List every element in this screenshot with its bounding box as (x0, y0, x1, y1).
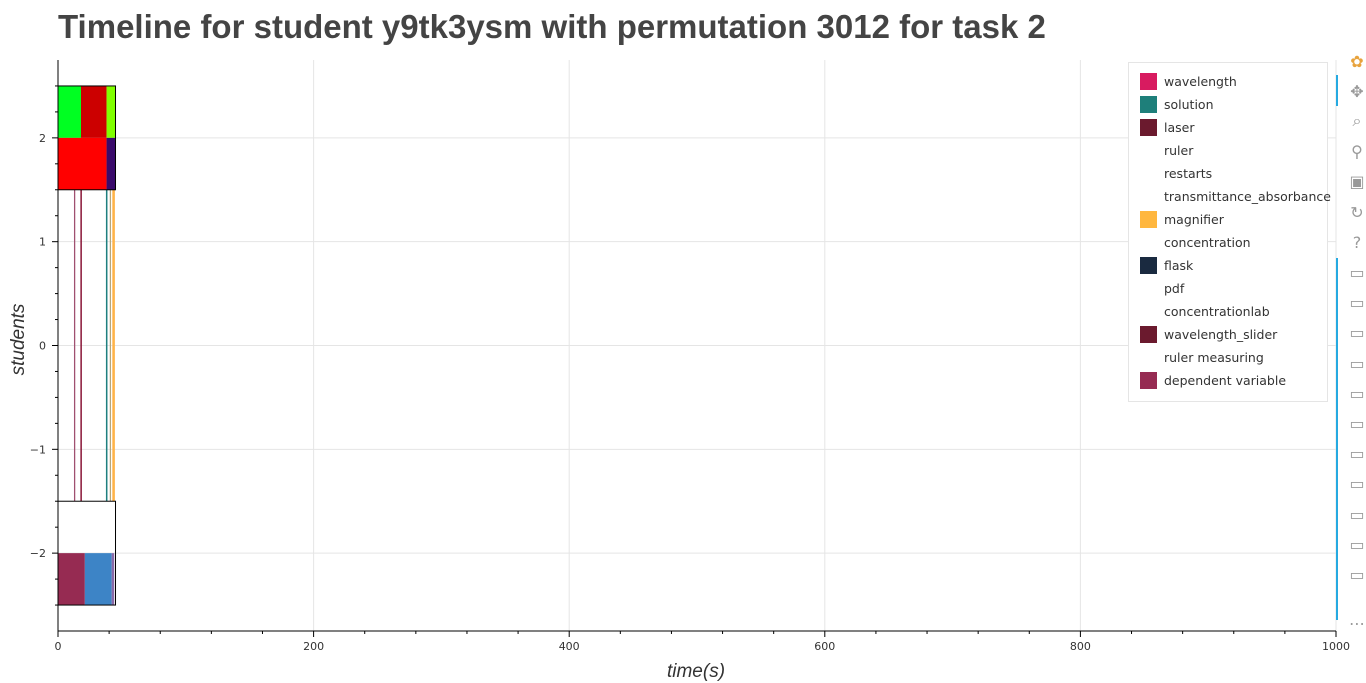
y-tick-label: 0 (39, 340, 46, 353)
hover-icon[interactable]: ▭ (1349, 413, 1365, 433)
x-tick-label: 600 (814, 640, 835, 653)
timeline-segment (58, 553, 85, 606)
legend-item[interactable]: transmittance_absorbance (1140, 185, 1331, 208)
hover-icon[interactable]: ▭ (1349, 293, 1365, 313)
hover-icon[interactable]: ▭ (1349, 323, 1365, 343)
legend-item[interactable]: laser (1140, 116, 1194, 139)
timeline-segment (106, 137, 116, 190)
legend-item[interactable]: concentration (1140, 231, 1251, 254)
legend-label: restarts (1164, 166, 1213, 181)
legend-item[interactable]: wavelength_slider (1140, 323, 1277, 346)
timeline-segment (81, 85, 107, 138)
timeline-segment (111, 553, 115, 606)
active-tool-indicator (1336, 75, 1338, 106)
legend-label: flask (1164, 258, 1194, 273)
hover-icon[interactable]: ▭ (1349, 534, 1365, 554)
legend-item[interactable]: ruler (1140, 139, 1193, 162)
timeline-segment (80, 189, 82, 502)
legend-swatch (1140, 234, 1157, 251)
legend-item[interactable]: solution (1140, 93, 1214, 116)
bokeh-logo-icon[interactable]: ✿ (1350, 51, 1364, 71)
legend-label: laser (1164, 120, 1195, 135)
legend-swatch (1140, 257, 1157, 274)
timeline-segment (105, 189, 108, 502)
legend-swatch (1140, 349, 1157, 366)
legend-item[interactable]: restarts (1140, 162, 1212, 185)
legend-label: dependent variable (1164, 373, 1287, 388)
legend-swatch (1140, 119, 1157, 136)
legend-label: concentration (1164, 235, 1251, 250)
legend-swatch (1140, 165, 1157, 182)
legend-swatch (1140, 303, 1157, 320)
chart-title: Timeline for student y9tk3ysm with permu… (58, 8, 1046, 45)
legend-label: wavelength (1164, 74, 1237, 89)
timeline-segment (112, 189, 115, 502)
y-axis-label: students (8, 303, 29, 375)
legend-item[interactable]: pdf (1140, 277, 1184, 300)
x-tick-label: 0 (55, 640, 62, 653)
legend-label: pdf (1164, 281, 1185, 296)
legend-swatch (1140, 211, 1157, 228)
wheel-zoom-icon[interactable]: ⚲ (1351, 142, 1363, 162)
timeline-segment (73, 189, 76, 502)
hover-icon[interactable]: ▭ (1349, 383, 1365, 403)
legend-label: concentrationlab (1164, 304, 1270, 319)
pan-icon[interactable]: ✥ (1350, 81, 1364, 101)
legend: wavelength solution laser ruler restarts tran… (1128, 62, 1331, 402)
legend-item[interactable]: flask (1140, 254, 1193, 277)
legend-item[interactable]: magnifier (1140, 208, 1224, 231)
timeline-segment (84, 553, 112, 606)
timeline-bars (58, 85, 116, 606)
box-zoom-icon[interactable]: ⌕ (1352, 111, 1362, 131)
legend-item[interactable]: wavelength (1140, 70, 1237, 93)
y-tick-label: 1 (39, 236, 46, 249)
legend-swatch (1140, 372, 1157, 389)
hover-icon[interactable]: ▭ (1349, 474, 1365, 494)
legend-swatch (1140, 142, 1157, 159)
x-tick-label: 800 (1070, 640, 1091, 653)
legend-label: solution (1164, 97, 1214, 112)
reset-icon[interactable]: ↻ (1350, 202, 1364, 222)
active-tool-indicator (1336, 258, 1338, 620)
legend-item[interactable]: dependent variable (1140, 369, 1286, 392)
help-icon[interactable]: ? (1352, 232, 1362, 252)
hover-icon[interactable]: ▭ (1349, 353, 1365, 373)
x-tick-label: 200 (303, 640, 324, 653)
y-tick-label: 2 (39, 132, 46, 145)
toolbar: ✿ ✥ ⌕ ⚲ ▣ ↻? ▭ ▭ ▭ ▭ ▭ ▭ ▭ ▭ ▭ ▭ ▭ ⋯ (1336, 46, 1366, 683)
grid-lines (58, 60, 1337, 631)
x-tick-label: 1000 (1322, 640, 1350, 653)
timeline-segment (58, 137, 107, 190)
y-tick-label: −2 (30, 547, 46, 560)
legend-swatch (1140, 96, 1157, 113)
hover-icon[interactable]: ▭ (1349, 444, 1365, 464)
legend-label: wavelength_slider (1164, 327, 1278, 342)
legend-label: magnifier (1164, 212, 1224, 227)
legend-swatch (1140, 188, 1157, 205)
hover-icon[interactable]: ▭ (1349, 564, 1365, 584)
timeline-segment (58, 85, 82, 138)
legend-label: transmittance_absorbance (1164, 189, 1331, 204)
x-tick-label: 400 (559, 640, 580, 653)
legend-swatch (1140, 280, 1157, 297)
legend-label: ruler measuring (1164, 350, 1264, 365)
save-icon[interactable]: ▣ (1349, 172, 1365, 192)
hover-icon[interactable]: ▭ (1349, 262, 1365, 282)
legend-swatch (1140, 326, 1157, 343)
legend-item[interactable]: ruler measuring (1140, 346, 1264, 369)
timeline-segment (106, 85, 116, 138)
legend-label: ruler (1164, 143, 1194, 158)
legend-swatch (1140, 73, 1157, 90)
x-axis-label: time(s) (667, 661, 725, 682)
y-tick-label: −1 (30, 443, 46, 456)
axes: 0 200 400 600 800 1000 −2 −1 0 1 2 (30, 60, 1350, 653)
more-icon[interactable]: ⋯ (1349, 613, 1365, 633)
legend-item[interactable]: concentrationlab (1140, 300, 1270, 323)
hover-icon[interactable]: ▭ (1349, 504, 1365, 524)
timeline-segment (109, 189, 112, 502)
